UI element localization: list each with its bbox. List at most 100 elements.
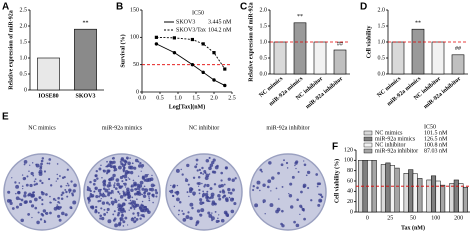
colony: [124, 186, 127, 188]
annotation: ##: [337, 41, 343, 47]
colony: [103, 213, 107, 216]
legend-title: IC50: [424, 124, 436, 130]
colony: [223, 183, 226, 186]
colony: [137, 175, 140, 177]
y-tick-label: 80: [347, 168, 353, 174]
colony: [129, 199, 132, 202]
colony: [49, 211, 52, 215]
bar: [333, 49, 347, 75]
colony: [39, 179, 42, 183]
colony: [181, 210, 184, 212]
colony: [119, 175, 124, 180]
colony: [188, 195, 190, 198]
colony: [58, 218, 62, 222]
colony: [107, 191, 111, 195]
colony: [124, 164, 126, 166]
colony: [124, 216, 128, 220]
colony: [275, 187, 278, 190]
colony: [48, 162, 51, 165]
y-axis-title: Cell viability (%): [333, 159, 340, 203]
colony: [58, 175, 61, 177]
y-tick-label: 2.5: [20, 7, 28, 13]
colony: [205, 173, 210, 178]
colony: [21, 174, 24, 176]
colony: [172, 185, 176, 189]
colony: [66, 168, 69, 171]
colony: [124, 198, 127, 201]
colony: [31, 216, 33, 219]
colony: [270, 190, 272, 192]
colony: [209, 163, 214, 167]
colony: [271, 176, 275, 180]
colony: [56, 177, 59, 180]
colony: [152, 201, 154, 204]
bar: [458, 183, 464, 213]
legend-swatch: [363, 136, 373, 142]
image-label: miR-92a inhibitor: [266, 125, 309, 131]
y-tick-label: 2.0: [378, 7, 386, 13]
colony: [60, 197, 64, 201]
bar: [435, 180, 441, 213]
colony: [204, 172, 207, 175]
colony: [59, 185, 63, 188]
colony: [130, 184, 134, 188]
colony: [27, 193, 30, 197]
colony: [99, 217, 102, 220]
colony: [204, 192, 209, 197]
colony: [217, 217, 219, 219]
colony: [210, 195, 214, 199]
colony: [262, 199, 266, 203]
colony: [127, 224, 129, 226]
colony: [100, 164, 102, 167]
colony: [97, 200, 100, 203]
y-tick-label: 50: [133, 62, 139, 68]
bar: [273, 41, 287, 75]
colony: [65, 185, 67, 187]
bar: [293, 22, 307, 75]
colony: [172, 194, 175, 198]
colony: [266, 185, 270, 189]
colony: [105, 172, 109, 175]
colony: [151, 174, 153, 177]
colony: [181, 173, 184, 176]
colony: [35, 163, 40, 168]
image-label: miR-92a mimics: [102, 125, 143, 131]
x-tick-label: 2.0: [210, 95, 218, 101]
colony: [231, 188, 235, 192]
colony: [297, 171, 300, 173]
colony: [141, 187, 145, 191]
legend-ic50: 126.5 nM: [424, 136, 448, 142]
colony: [148, 199, 151, 202]
bar: [451, 54, 465, 75]
colony: [293, 220, 296, 224]
colony: [122, 220, 126, 224]
colony: [106, 160, 108, 163]
colony: [94, 187, 97, 189]
colony: [117, 165, 122, 170]
bar: [412, 173, 418, 213]
annotation: **: [415, 21, 421, 27]
colony: [197, 185, 200, 187]
colony: [125, 160, 128, 163]
colony: [54, 199, 57, 202]
series-line: [156, 36, 226, 70]
colony: [66, 182, 69, 185]
colony: [229, 191, 233, 195]
colony: [173, 205, 175, 208]
colony: [110, 176, 115, 181]
colony: [307, 186, 310, 190]
colony: [262, 183, 266, 187]
colony: [208, 214, 213, 218]
well: [249, 153, 327, 231]
colony: [133, 220, 136, 224]
colony: [64, 213, 68, 217]
colony: [20, 198, 24, 202]
colony: [131, 217, 134, 220]
y-axis-title: Cell viability: [366, 26, 372, 59]
colony: [114, 198, 117, 201]
colony: [40, 159, 44, 163]
colony: [205, 198, 209, 202]
colony: [9, 199, 12, 201]
colony: [319, 193, 323, 197]
colony: [95, 169, 98, 173]
